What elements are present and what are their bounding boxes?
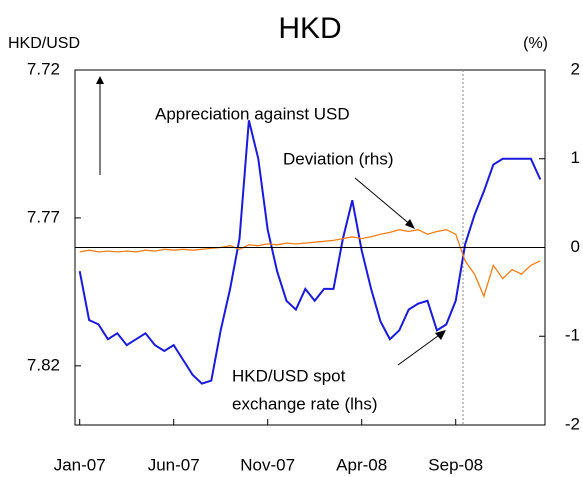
y-tick-label: 7.82	[27, 355, 60, 374]
y-tick-label: 7.77	[27, 207, 60, 226]
series-line	[78, 120, 542, 385]
annotation: exchange rate (lhs)	[232, 394, 378, 413]
annotation-arrow	[354, 177, 413, 227]
y2-tick-label: 1	[571, 148, 580, 167]
annotation: HKD/USD spot	[232, 366, 346, 385]
y2-tick-label: 2	[571, 59, 580, 78]
x-tick-label: Nov-07	[240, 455, 295, 474]
arrow-head	[405, 219, 415, 229]
arrow-head	[435, 330, 446, 340]
annotation: Appreciation against USD	[155, 104, 350, 123]
annotation: Deviation (rhs)	[283, 149, 394, 168]
x-tick-label: Jun-07	[148, 455, 200, 474]
annotation-arrow	[397, 332, 443, 366]
x-tick-label: Jan-07	[54, 455, 106, 474]
y2-tick-label: 0	[571, 237, 580, 256]
y2-tick-label: -2	[565, 414, 580, 433]
x-tick-label: Apr-08	[336, 455, 387, 474]
y2-tick-label: -1	[565, 326, 580, 345]
y2-axis-label: (%)	[523, 35, 548, 52]
arrow-head	[96, 76, 104, 84]
chart-title: HKD	[278, 12, 341, 45]
y-tick-label: 7.72	[27, 59, 60, 78]
x-tick-label: Sep-08	[428, 455, 483, 474]
series-line	[79, 229, 541, 299]
y-axis-label: HKD/USD	[8, 35, 80, 52]
